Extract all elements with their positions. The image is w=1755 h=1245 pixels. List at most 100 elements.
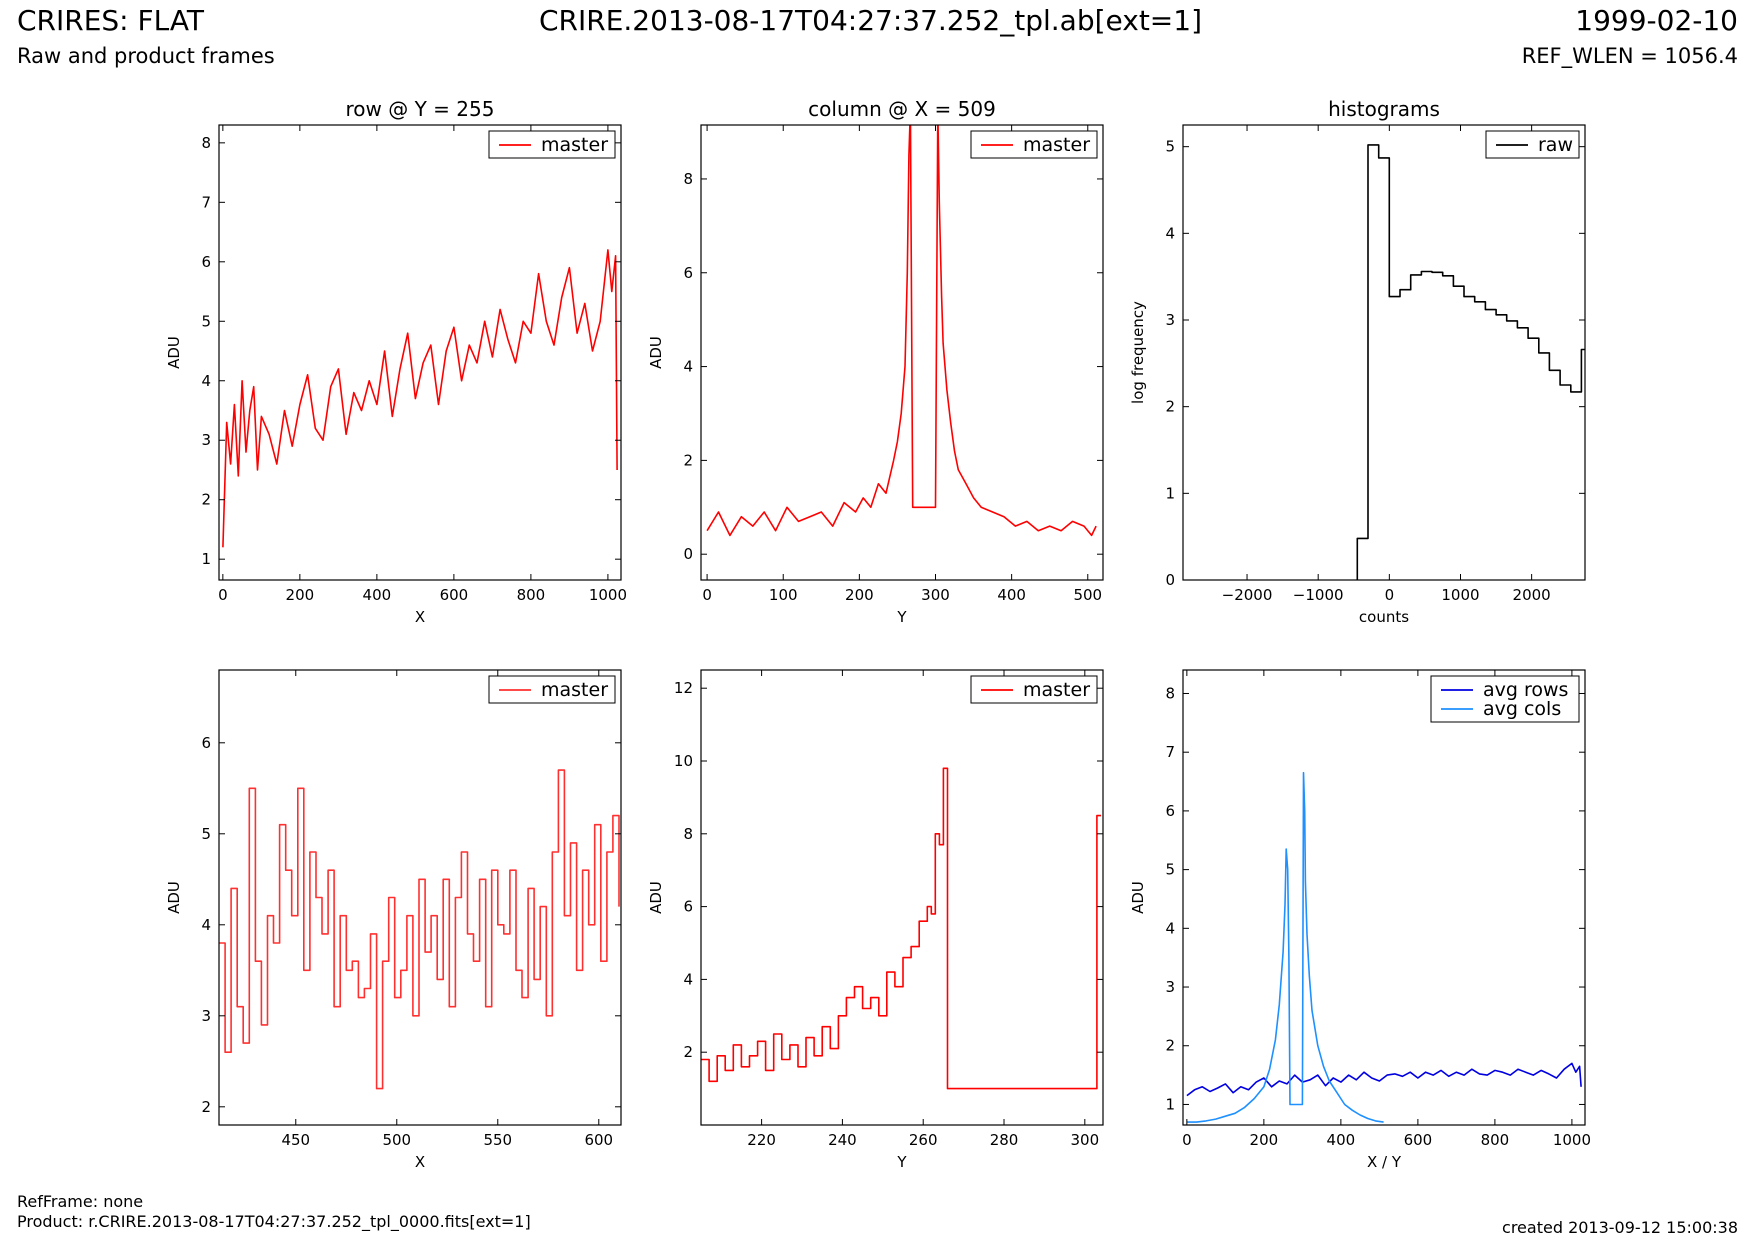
y-tick-label: 4 xyxy=(683,970,693,988)
chart-panel-2: 0 100 200 300 400 500 0 2 4 6 8 column @ X = 509 Y AD… xyxy=(647,97,1104,626)
series-line-avg-rows xyxy=(1186,1062,1582,1097)
legend-label: avg rows xyxy=(1483,679,1568,701)
x-tick-label: 800 xyxy=(517,586,546,604)
series-group xyxy=(222,249,618,548)
x-tick-label: 400 xyxy=(1327,1131,1356,1149)
y-tick-label: 7 xyxy=(1165,743,1175,761)
x-tick-label: 800 xyxy=(1481,1131,1510,1149)
chart-title: row @ Y = 255 xyxy=(346,97,495,121)
x-tick-label: 550 xyxy=(483,1131,512,1149)
y-tick-label: 2 xyxy=(683,1043,693,1061)
legend: master xyxy=(970,130,1098,159)
x-tick-label: 300 xyxy=(1070,1131,1099,1149)
x-tick-label: −2000 xyxy=(1222,586,1273,604)
y-tick-label: 1 xyxy=(1165,484,1175,502)
x-tick-label: 600 xyxy=(440,586,469,604)
x-tick-label: 1000 xyxy=(589,586,627,604)
x-tick-label: 100 xyxy=(769,586,798,604)
series-group xyxy=(219,769,620,1090)
y-tick-label: 7 xyxy=(201,193,211,211)
x-tick-label: 260 xyxy=(909,1131,938,1149)
page-title: CRIRES: FLAT xyxy=(17,4,204,37)
legend-label: master xyxy=(541,679,608,701)
y-tick-label: 3 xyxy=(201,1007,211,1025)
x-tick-label: 200 xyxy=(286,586,315,604)
y-axis-label: ADU xyxy=(165,336,183,369)
y-axis-label: ADU xyxy=(647,881,665,914)
y-tick-label: 5 xyxy=(201,312,211,330)
x-tick-label: 450 xyxy=(281,1131,310,1149)
chart-panel-1: 0 200 400 600 800 1000 1 2 3 4 5 6 7 8 row @ Y = 255 X A… xyxy=(165,97,627,626)
x-tick-label: 0 xyxy=(702,586,712,604)
axes-frame xyxy=(700,669,1104,1126)
x-tick-label: 240 xyxy=(828,1131,857,1149)
y-tick-label: 6 xyxy=(201,253,211,271)
y-tick-label: 4 xyxy=(201,372,211,390)
y-tick-label: 8 xyxy=(683,170,693,188)
x-tick-label: 500 xyxy=(1073,586,1102,604)
y-tick-label: 2 xyxy=(1165,1037,1175,1055)
x-tick-label: 500 xyxy=(382,1131,411,1149)
y-tick-label: 4 xyxy=(1165,919,1175,937)
y-tick-label: 8 xyxy=(201,134,211,152)
legend-label: raw xyxy=(1538,134,1573,156)
y-tick-label: 6 xyxy=(1165,802,1175,820)
y-tick-label: 2 xyxy=(1165,398,1175,416)
y-tick-label: 2 xyxy=(201,1098,211,1116)
legend: master xyxy=(970,675,1098,704)
x-axis-label: X xyxy=(415,1153,425,1171)
footer-product: Product: r.CRIRE.2013-08-17T04:27:37.252… xyxy=(17,1212,531,1231)
series-line-raw xyxy=(1356,144,1585,580)
axes-frame xyxy=(1182,669,1586,1126)
series-group xyxy=(1356,144,1585,580)
legend: master xyxy=(488,675,616,704)
series-line-master xyxy=(219,769,620,1090)
date-label: 1999-02-10 xyxy=(1575,4,1738,37)
y-tick-label: 12 xyxy=(674,679,693,697)
page-subtitle: Raw and product frames xyxy=(17,44,275,68)
y-tick-label: 8 xyxy=(683,825,693,843)
y-tick-label: 5 xyxy=(1165,861,1175,879)
legend: raw xyxy=(1485,130,1580,159)
series-line-master xyxy=(701,767,1101,1090)
y-tick-label: 3 xyxy=(1165,978,1175,996)
chart-panel-6: 0 200 400 600 800 1000 1 2 3 4 5 6 7 8 X / Y ADU avg row… xyxy=(1129,669,1591,1171)
x-tick-label: 0 xyxy=(218,586,228,604)
y-tick-label: 0 xyxy=(1165,571,1175,589)
y-tick-label: 6 xyxy=(683,264,693,282)
series-line-master xyxy=(222,249,618,548)
chart-panel-3: −2000 −1000 0 1000 2000 0 1 2 3 4 5 histograms count… xyxy=(1129,97,1586,626)
y-tick-label: 8 xyxy=(1165,684,1175,702)
y-tick-label: 4 xyxy=(201,916,211,934)
x-tick-label: 2000 xyxy=(1513,586,1551,604)
y-tick-label: 3 xyxy=(1165,311,1175,329)
series-group xyxy=(706,125,1097,537)
file-title: CRIRE.2013-08-17T04:27:37.252_tpl.ab[ext… xyxy=(539,4,1203,37)
series-line-master xyxy=(706,125,1097,537)
legend-box xyxy=(1430,675,1580,723)
y-tick-label: 4 xyxy=(683,358,693,376)
chart-title: histograms xyxy=(1328,97,1440,121)
y-tick-label: 5 xyxy=(1165,138,1175,156)
y-tick-label: 1 xyxy=(201,550,211,568)
y-axis-label: log frequency xyxy=(1129,301,1147,404)
footer-refframe: RefFrame: none xyxy=(17,1192,144,1211)
axes-frame xyxy=(218,669,622,1126)
legend-label: master xyxy=(541,134,608,156)
y-tick-label: 6 xyxy=(201,734,211,752)
y-axis-label: ADU xyxy=(165,881,183,914)
x-tick-label: −1000 xyxy=(1293,586,1344,604)
x-tick-label: 600 xyxy=(1404,1131,1433,1149)
y-tick-label: 4 xyxy=(1165,224,1175,242)
y-tick-label: 6 xyxy=(683,898,693,916)
x-tick-label: 280 xyxy=(990,1131,1019,1149)
x-tick-label: 0 xyxy=(1182,1131,1192,1149)
x-axis-label: X xyxy=(415,608,425,626)
x-tick-label: 300 xyxy=(921,586,950,604)
x-tick-label: 200 xyxy=(845,586,874,604)
y-axis-label: ADU xyxy=(1129,881,1147,914)
x-tick-label: 400 xyxy=(363,586,392,604)
x-tick-label: 1000 xyxy=(1441,586,1479,604)
footer-created: created 2013-09-12 15:00:38 xyxy=(1502,1218,1738,1237)
